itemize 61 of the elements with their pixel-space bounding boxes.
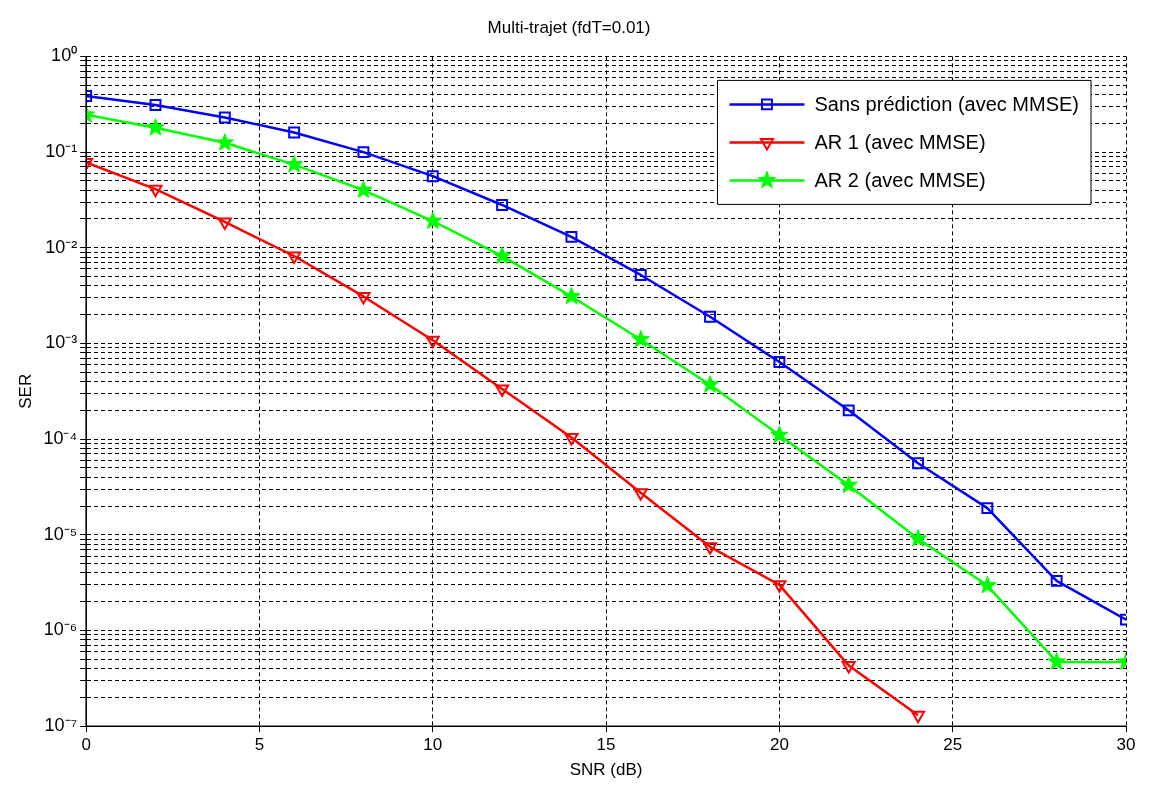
y-tick-label: 10⁰ (51, 45, 78, 66)
y-tick-label: 10⁻⁷ (44, 715, 78, 736)
point (354, 180, 373, 199)
y-tick-label: 10⁻⁶ (43, 619, 78, 640)
point (770, 425, 789, 444)
x-tick-label: 30 (1116, 735, 1136, 755)
point (981, 502, 994, 515)
y-tick-label: 10⁻³ (45, 332, 78, 353)
point (1047, 652, 1066, 670)
point (288, 126, 301, 139)
point (564, 433, 579, 446)
x-tick-label: 5 (254, 735, 265, 755)
point (912, 457, 924, 470)
point (426, 170, 439, 183)
point (908, 529, 928, 547)
point (978, 575, 997, 594)
point (356, 291, 371, 305)
y-axis-title: SER (15, 373, 35, 409)
point (287, 251, 302, 265)
point (146, 118, 165, 136)
point (841, 661, 856, 674)
x-tick-label: 0 (81, 735, 91, 755)
point (357, 146, 370, 159)
point (910, 710, 926, 724)
point (565, 230, 578, 243)
point (425, 335, 440, 349)
x-axis-title: SNR (dB) (569, 760, 643, 780)
x-tick-label: 15 (596, 735, 616, 755)
point (492, 246, 512, 264)
point (634, 269, 647, 281)
legend-label: Sans prédiction (avec MMSE) (814, 92, 1080, 115)
point (215, 133, 234, 151)
point (562, 286, 581, 305)
x-tick-label: 20 (769, 735, 789, 755)
point (284, 155, 304, 173)
point (842, 404, 855, 417)
point (704, 310, 717, 323)
point (772, 580, 787, 593)
point (1050, 574, 1063, 587)
y-tick-label: 10⁻² (45, 236, 78, 257)
point (633, 488, 648, 501)
point (839, 475, 858, 494)
chart-title: Multi-trajet (fdT=0.01) (487, 17, 651, 37)
point (423, 211, 442, 229)
point (773, 356, 786, 368)
point (700, 375, 720, 393)
y-tick-label: 10⁻⁴ (43, 428, 78, 449)
point (149, 99, 162, 112)
point (495, 384, 510, 397)
point (631, 329, 650, 348)
x-tick-label: 25 (943, 735, 963, 755)
point (218, 111, 231, 124)
y-tick-label: 10⁻¹ (45, 141, 78, 162)
point (703, 542, 718, 555)
x-tick-label: 10 (423, 735, 443, 755)
y-tick-label: 10⁻⁵ (43, 523, 78, 544)
point (496, 199, 509, 211)
point (148, 184, 163, 198)
legend-label: AR 2 (avec MMSE) (814, 168, 986, 191)
legend-label: AR 1 (avec MMSE) (814, 130, 986, 153)
point (217, 217, 232, 230)
